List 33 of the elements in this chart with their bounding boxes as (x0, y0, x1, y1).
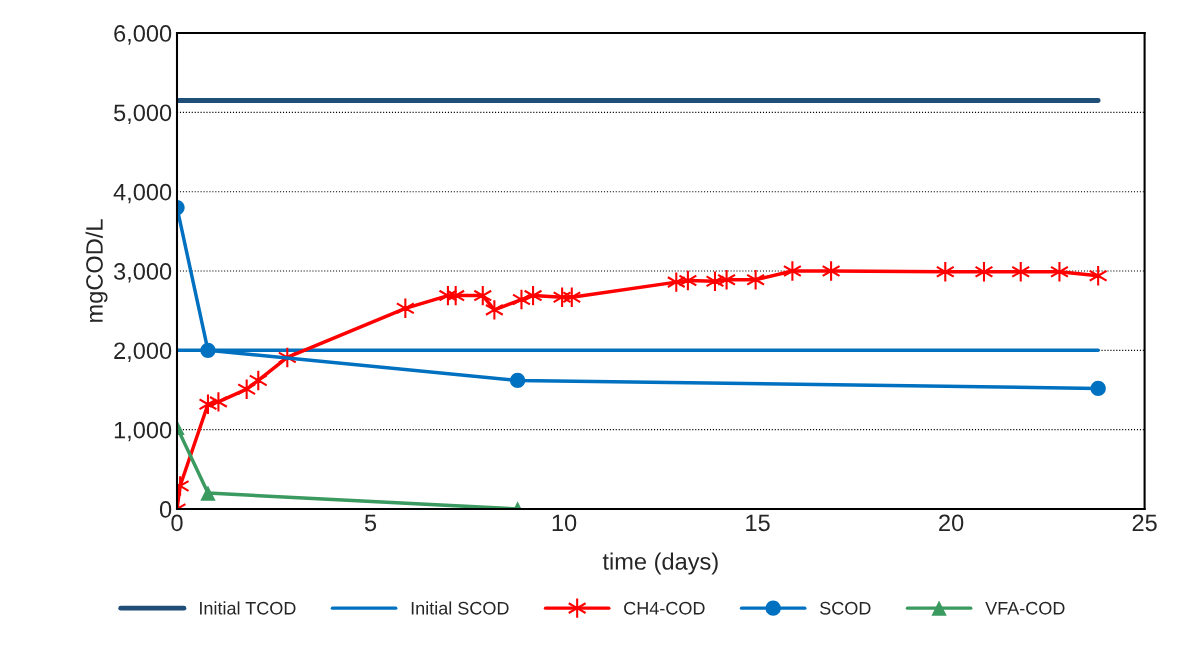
y-tick-label: 0 (159, 501, 172, 518)
point (782, 260, 802, 282)
x-axis-title: time (days) (602, 552, 718, 575)
y-tick-label: 2,000 (114, 342, 172, 362)
point (512, 288, 531, 311)
point (821, 260, 841, 282)
legend-label: Initial SCOD (411, 601, 509, 615)
legend-label: VFA-COD (985, 601, 1065, 615)
y-tick-label: 5,000 (114, 104, 172, 124)
y-tick-label: 1,000 (114, 421, 172, 442)
point (1049, 261, 1069, 283)
x-tick-label: 25 (1132, 514, 1157, 532)
x-tick-label: 10 (552, 514, 577, 532)
point (1011, 261, 1031, 283)
y-axis-title: mgCOD/L (85, 219, 108, 322)
x-tick-label: 20 (939, 514, 964, 532)
point (509, 372, 526, 389)
point (208, 391, 228, 413)
point (935, 261, 955, 283)
y-tick-label: 4,000 (113, 183, 172, 204)
x-tick-label: 15 (746, 514, 770, 532)
point (484, 299, 504, 321)
point (974, 261, 994, 283)
y-tick-label: 6,000 (114, 25, 172, 45)
x-tick-label: 5 (364, 514, 377, 532)
y-tick-label: 3,000 (113, 263, 172, 283)
legend-label: CH4-COD (624, 601, 705, 615)
point (473, 284, 493, 307)
x-tick-label: 0 (171, 514, 183, 532)
legend-label: SCOD (820, 601, 871, 615)
point (1090, 380, 1106, 397)
legend-label: Initial TCOD (200, 601, 296, 615)
point (200, 342, 216, 358)
